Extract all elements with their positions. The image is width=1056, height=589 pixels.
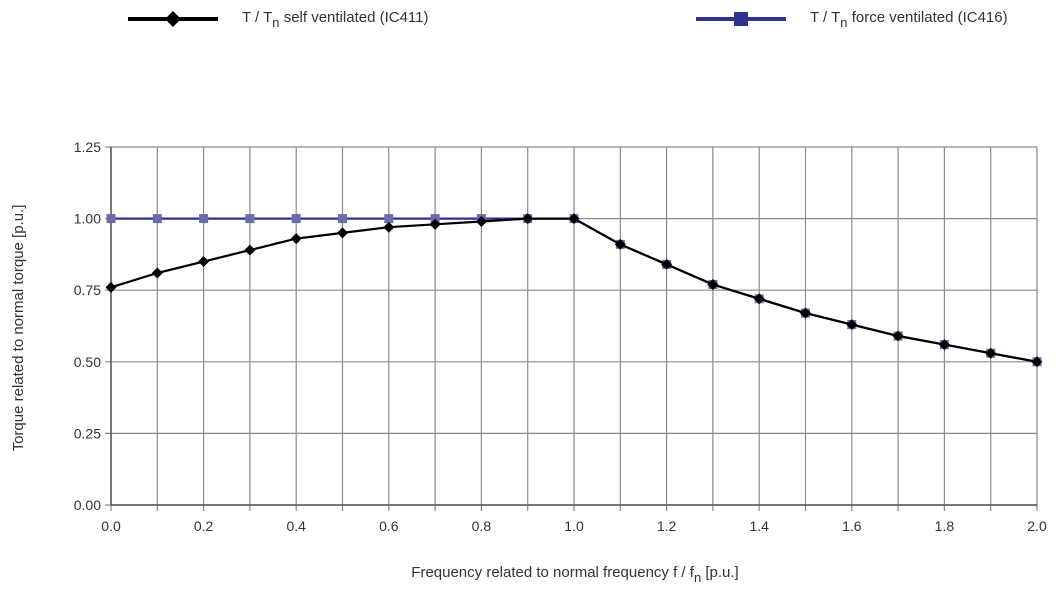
- y-tick-label: 0.00: [74, 497, 101, 513]
- data-point-diamond: [800, 307, 811, 319]
- data-point-diamond: [244, 244, 256, 256]
- x-tick-label: 1.8: [935, 518, 955, 534]
- legend-swatch-diamond-icon: [128, 11, 218, 27]
- chart-series: [105, 213, 1043, 368]
- x-axis-title: Frequency related to normal frequency f …: [411, 564, 739, 585]
- x-tick-label: 1.0: [564, 518, 584, 534]
- data-point-square: [291, 214, 301, 224]
- y-tick-label: 1.00: [74, 211, 101, 227]
- legend-item-self-ventilated: T / Tn self ventilated (IC411): [126, 8, 429, 30]
- data-point-diamond: [429, 218, 441, 230]
- x-tick-label: 0.6: [379, 518, 399, 534]
- data-point-square: [199, 214, 209, 224]
- chart-tick-labels: 0.00 0.25 0.50 0.75 1.00 1.25 0.0 0.2 0.4 0.6 0.8 1…: [74, 139, 1047, 534]
- data-point-diamond: [614, 238, 626, 250]
- legend-swatch-square-icon: [696, 12, 786, 26]
- y-tick-label: 0.25: [74, 425, 101, 441]
- data-point-diamond: [1031, 356, 1043, 368]
- data-point-square: [338, 214, 347, 224]
- series-self-ventilated: [105, 213, 1043, 368]
- data-point-diamond: [846, 319, 858, 331]
- legend-label-force-ventilated: T / Tn force ventilated (IC416): [810, 8, 1008, 30]
- legend-label-self-ventilated: T / Tn self ventilated (IC411): [242, 8, 429, 30]
- x-tick-label: 0.0: [101, 518, 121, 534]
- x-tick-label: 0.2: [194, 518, 214, 534]
- data-point-diamond: [707, 278, 719, 290]
- y-tick-label: 1.25: [74, 139, 101, 155]
- data-point-square: [152, 214, 162, 224]
- data-point-diamond: [475, 215, 487, 227]
- data-point-diamond: [753, 293, 765, 305]
- x-tick-label: 1.6: [842, 518, 862, 534]
- data-point-diamond: [568, 213, 580, 225]
- x-tick-label: 0.4: [286, 518, 306, 534]
- data-point-diamond: [985, 347, 997, 359]
- y-axis-title: Torque related to normal torque [p.u.]: [10, 205, 27, 452]
- y-tick-label: 0.50: [74, 354, 101, 370]
- data-point-diamond: [151, 267, 163, 279]
- data-point-diamond: [383, 221, 395, 233]
- data-point-square: [384, 214, 394, 224]
- data-point-diamond: [198, 256, 210, 268]
- y-tick-label: 0.75: [74, 282, 101, 298]
- x-tick-label: 1.4: [749, 518, 769, 534]
- x-tick-label: 0.8: [472, 518, 492, 534]
- data-point-square: [430, 214, 440, 224]
- chart-grid: [105, 146, 1038, 511]
- data-point-square: [245, 214, 255, 224]
- data-point-diamond: [105, 281, 117, 293]
- data-point-diamond: [337, 227, 348, 239]
- data-point-diamond: [290, 233, 302, 245]
- data-point-diamond: [661, 258, 673, 270]
- data-point-square: [106, 214, 116, 224]
- data-point-diamond: [522, 213, 534, 225]
- legend-item-force-ventilated: T / Tn force ventilated (IC416): [694, 8, 1008, 30]
- data-point-diamond: [892, 330, 904, 342]
- x-tick-label: 2.0: [1027, 518, 1047, 534]
- data-point-diamond: [938, 339, 950, 351]
- x-tick-label: 1.2: [657, 518, 677, 534]
